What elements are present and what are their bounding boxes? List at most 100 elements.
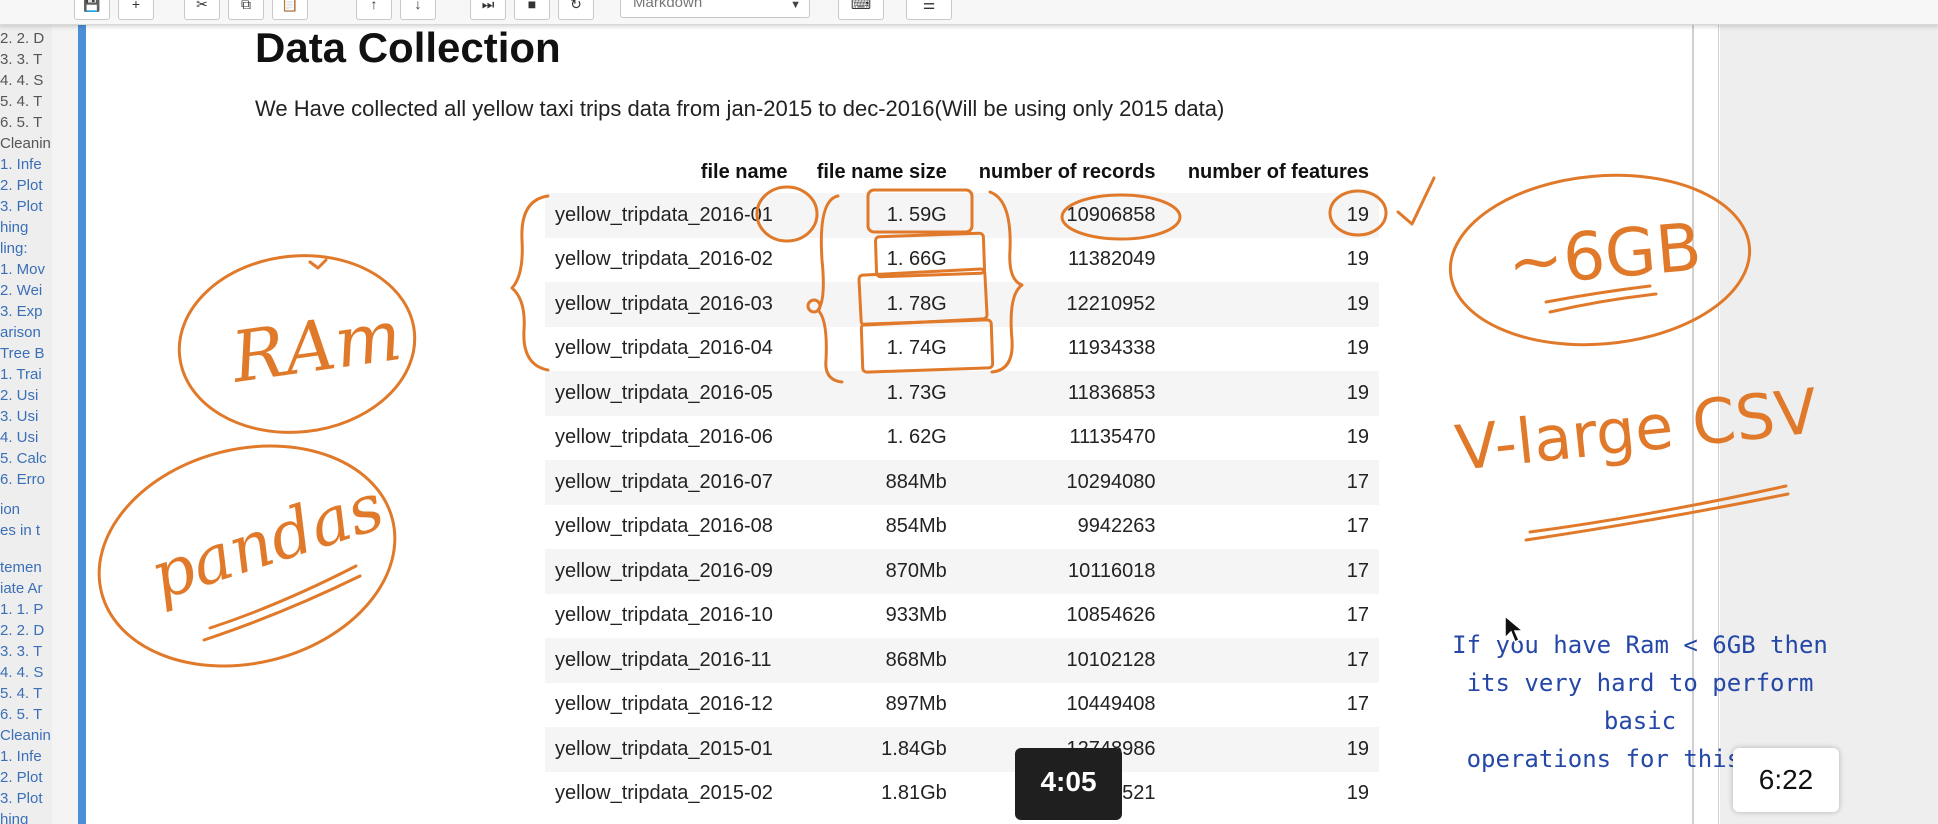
table-cell: 19: [1165, 282, 1379, 327]
run-button[interactable]: ⏭: [470, 0, 506, 20]
toc-item[interactable]: arison: [0, 324, 41, 341]
table-cell: 9942263: [1077, 515, 1156, 538]
toc-item[interactable]: 2. Plot: [0, 769, 43, 786]
toc-item[interactable]: 4. Usi: [0, 429, 39, 446]
toc-toggle-button[interactable]: ☰: [906, 0, 952, 20]
toc-item[interactable]: 3. Plot: [0, 198, 43, 215]
toc-item[interactable]: 2. Plot: [0, 177, 43, 194]
table-cell: yellow_tripdata_2016-11: [545, 638, 798, 683]
table-cell: 17: [1346, 604, 1369, 627]
checkmark-annotation: [1396, 176, 1436, 226]
move-down-button[interactable]: ↓: [400, 0, 436, 20]
copy-button[interactable]: ⧉: [228, 0, 264, 20]
toc-item[interactable]: es in t: [0, 522, 41, 539]
note-line: If you have Ram < 6GB then: [1452, 631, 1828, 659]
toc-item[interactable]: 5. 4. T: [0, 93, 43, 110]
toc-item[interactable]: Tree B: [0, 345, 45, 362]
table-cell: 10854626: [1066, 604, 1156, 627]
stop-button[interactable]: ■: [514, 0, 550, 20]
table-cell: 19: [1165, 727, 1379, 772]
toc-item[interactable]: 3. 3. T: [0, 643, 43, 660]
page-title: Data Collection: [255, 24, 561, 71]
save-button[interactable]: 💾: [74, 0, 110, 20]
table-cell: yellow_tripdata_2015-02: [555, 782, 773, 805]
video-current-time[interactable]: 4:05: [1015, 748, 1122, 820]
restart-button[interactable]: ↻: [558, 0, 594, 20]
toc-item[interactable]: 1. Infe: [0, 156, 42, 173]
table-row: yellow_tripdata_2016-09 870Mb 10116018 17: [545, 549, 1379, 594]
brace-left: [510, 194, 550, 372]
table-cell: 1. 59G: [797, 193, 957, 238]
table-cell: 10102128: [956, 638, 1166, 683]
table-cell: 897Mb: [885, 693, 947, 716]
table-row: yellow_tripdata_2016-08 854Mb 9942263 17: [545, 505, 1379, 550]
toc-item[interactable]: 5. Calc: [0, 450, 47, 467]
table-cell: 1. 78G: [797, 282, 957, 327]
sixgb-annotation: ~6GB: [1505, 208, 1705, 302]
toc-item[interactable]: 3. Usi: [0, 408, 39, 425]
toc-item[interactable]: 1. Mov: [0, 261, 46, 278]
table-cell: 19: [1346, 337, 1369, 360]
cell-type-value: Markdown: [633, 0, 703, 11]
toc-item[interactable]: 2. Usi: [0, 387, 39, 404]
toc-item[interactable]: ling:: [0, 240, 28, 257]
toc-item[interactable]: iate Ar: [0, 580, 43, 597]
toc-item[interactable]: hing: [0, 811, 29, 824]
toc-item[interactable]: 4. 4. S: [0, 664, 44, 681]
toc-item[interactable]: 6. 5. T: [0, 706, 43, 723]
toc-item[interactable]: 5. 4. T: [0, 685, 43, 702]
toc-item[interactable]: 2. 2. D: [0, 622, 45, 639]
toc-item[interactable]: Cleanin: [0, 727, 51, 744]
table-cell: 870Mb: [797, 549, 957, 594]
mouse-cursor-icon: [1504, 614, 1525, 644]
table-row: yellow_tripdata_2016-02 1. 66G 11382049 19: [545, 238, 1379, 283]
toc-item[interactable]: 1. Infe: [0, 748, 42, 765]
table-row: yellow_tripdata_2016-12 897Mb 10449408 17: [545, 683, 1379, 728]
toc-item[interactable]: 1. 1. P: [0, 601, 44, 618]
table-cell: yellow_tripdata_2016-02: [555, 248, 773, 271]
table-cell: 11934338: [1068, 337, 1156, 360]
toc-item[interactable]: 2. 2. D: [0, 30, 45, 47]
toc-item[interactable]: hing: [0, 219, 29, 236]
command-palette-button[interactable]: ⌨: [838, 0, 884, 20]
table-cell: yellow_tripdata_2016-12: [555, 693, 773, 716]
table-row: yellow_tripdata_2016-01 1. 59G 10906858 19: [545, 193, 1379, 238]
table-cell: yellow_tripdata_2016-05: [545, 371, 798, 416]
table-of-contents: 2. 2. D 3. 3. T 4. 4. S 5. 4. T 6. 5. T …: [0, 24, 52, 824]
cut-button[interactable]: ✂: [184, 0, 220, 20]
toc-item[interactable]: 3. Plot: [0, 790, 43, 807]
table-row: yellow_tripdata_2016-11 868Mb 10102128 17: [545, 638, 1379, 683]
table-cell: 933Mb: [885, 604, 947, 627]
toc-item[interactable]: Cleanin: [0, 135, 51, 152]
toc-item[interactable]: 4. 4. S: [0, 72, 44, 89]
table-cell: 17: [1346, 693, 1369, 716]
table-cell: 19: [1346, 782, 1369, 805]
insert-cell-button[interactable]: +: [118, 0, 154, 20]
toc-item[interactable]: 6. Erro: [0, 471, 46, 488]
toc-item[interactable]: 2. Wei: [0, 282, 43, 299]
notebook-toolbar: 💾 + ✂ ⧉ 📋 ↑ ↓ ⏭ ■ ↻ Markdown ▼ ⌨ ☰: [0, 0, 1938, 25]
table-row: yellow_tripdata_2016-05 1. 73G 11836853 19: [545, 371, 1379, 416]
ram-oval: [177, 254, 417, 434]
table-cell: 19: [1346, 426, 1369, 449]
sixgb-oval: [1448, 173, 1752, 347]
table-cell: 10906858: [956, 193, 1166, 238]
table-cell: 1. 74G: [886, 337, 947, 360]
toc-item[interactable]: ion: [0, 501, 21, 518]
table-row: yellow_tripdata_2015-011.84Gb1274898619: [545, 727, 1379, 772]
toc-item[interactable]: 3. Exp: [0, 303, 43, 320]
toc-item[interactable]: temen: [0, 559, 42, 576]
table-cell: 854Mb: [885, 515, 947, 538]
annotation-stroke: [308, 258, 328, 270]
toc-item[interactable]: 6. 5. T: [0, 114, 43, 131]
table-cell: 1. 66G: [886, 248, 947, 271]
move-up-button[interactable]: ↑: [356, 0, 392, 20]
table-cell: yellow_tripdata_2016-10: [555, 604, 773, 627]
table-cell: yellow_tripdata_2016-04: [555, 337, 773, 360]
table-cell: 17: [1165, 549, 1379, 594]
toc-item[interactable]: 3. 3. T: [0, 51, 43, 68]
cell-type-select[interactable]: Markdown ▼: [620, 0, 810, 18]
table-cell: 884Mb: [797, 460, 957, 505]
toc-item[interactable]: 1. Trai: [0, 366, 42, 383]
paste-button[interactable]: 📋: [272, 0, 308, 20]
